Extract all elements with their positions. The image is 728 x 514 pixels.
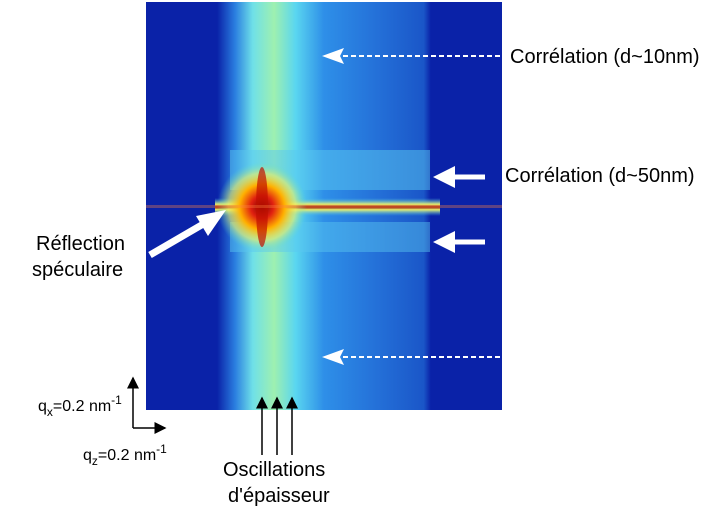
label-specular-1: Réflection bbox=[36, 233, 125, 255]
scattering-image bbox=[146, 2, 502, 410]
label-qz: qz=0.2 nm-1 bbox=[83, 442, 167, 468]
qz-subscript: z bbox=[92, 454, 98, 468]
qx-exponent: -1 bbox=[111, 393, 122, 407]
label-oscillations-2: d'épaisseur bbox=[228, 485, 330, 507]
label-correlation-10: Corrélation (d~10nm) bbox=[510, 46, 700, 68]
qz-value: =0.2 nm bbox=[98, 447, 156, 464]
label-correlation-50: Corrélation (d~50nm) bbox=[505, 165, 695, 187]
qx-value: =0.2 nm bbox=[53, 398, 111, 415]
black-arrows bbox=[127, 376, 298, 455]
qx-symbol: q bbox=[38, 398, 47, 415]
qz-symbol: q bbox=[83, 447, 92, 464]
label-oscillations-1: Oscillations bbox=[223, 459, 325, 481]
label-specular-2: spéculaire bbox=[32, 259, 123, 281]
label-qx: qx=0.2 nm-1 bbox=[38, 393, 122, 419]
annotations bbox=[148, 48, 500, 365]
qx-subscript: x bbox=[47, 405, 53, 419]
qz-exponent: -1 bbox=[156, 442, 167, 456]
